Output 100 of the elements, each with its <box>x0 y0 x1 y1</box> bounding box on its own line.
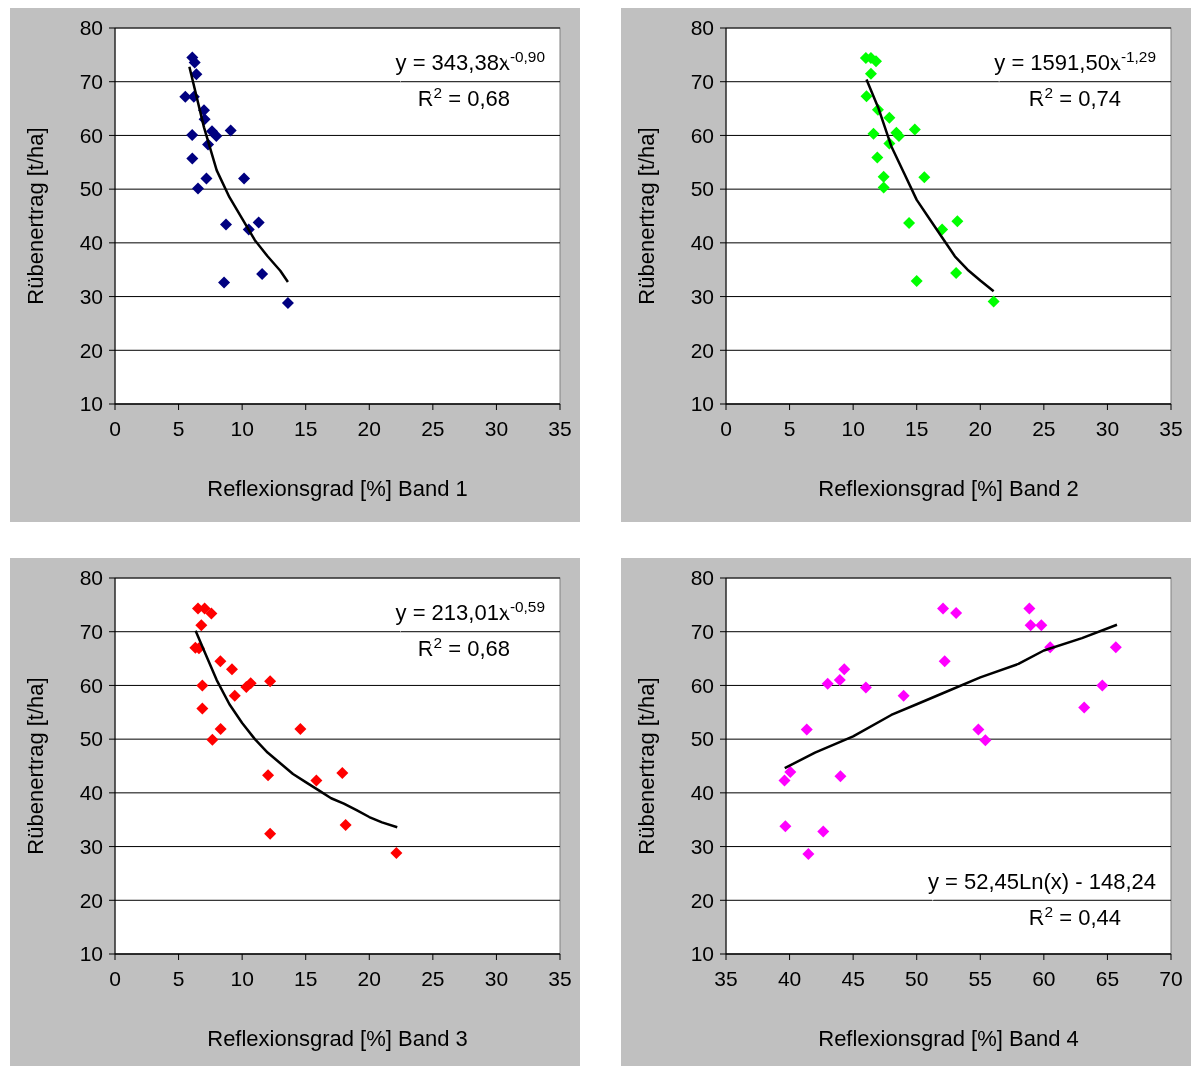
point <box>950 606 963 619</box>
x-tick-label: 25 <box>421 417 445 440</box>
y-tick-label: 80 <box>690 566 714 590</box>
point <box>196 702 209 715</box>
x-tick-label: 35 <box>1159 417 1183 440</box>
point <box>210 129 223 142</box>
point <box>883 111 896 124</box>
point <box>784 765 797 778</box>
x-tick-label: 10 <box>230 417 254 440</box>
x-tick-label: 20 <box>357 967 381 990</box>
y-tick-label: 50 <box>79 177 103 201</box>
point <box>987 295 1000 308</box>
point <box>1024 619 1037 632</box>
point <box>778 774 791 787</box>
y-tick-label: 60 <box>690 673 714 697</box>
y-tick-label: 40 <box>79 231 103 255</box>
x-tick-label: 5 <box>172 967 185 990</box>
annotation: y = 52,45Ln(x) - 148,24 <box>927 869 1156 894</box>
x-axis-title: Reflexionsgrad [%] Band 3 <box>207 1026 468 1051</box>
y-axis-title: Rübenertrag [t/ha] <box>634 127 659 305</box>
x-tick-label: 65 <box>1095 967 1120 990</box>
point <box>938 655 951 668</box>
point <box>877 170 890 183</box>
x-tick-label: 35 <box>548 417 572 440</box>
point <box>195 619 208 632</box>
x-tick-label: 10 <box>841 417 865 440</box>
annotation: y = 1591,50x$^{-1,29}$ <box>994 47 1156 75</box>
annotation: y = 213,01x$^{-0,59}$ <box>395 597 545 625</box>
y-tick-label: 30 <box>690 834 714 858</box>
y-tick-label: 10 <box>79 942 103 966</box>
point <box>860 90 873 103</box>
point <box>264 675 277 688</box>
y-axis-title: Rübenertrag [t/ha] <box>23 677 48 855</box>
point <box>264 827 277 840</box>
y-tick-label: 80 <box>690 16 714 40</box>
x-tick-label: 20 <box>357 417 381 440</box>
x-tick-label: 70 <box>1159 967 1183 990</box>
y-tick-label: 40 <box>690 781 714 805</box>
point <box>244 677 257 690</box>
x-tick-label: 30 <box>484 967 509 990</box>
y-tick-label: 30 <box>79 834 103 858</box>
x-tick-label: 15 <box>294 967 318 990</box>
y-tick-label: 20 <box>690 338 714 362</box>
point <box>1109 641 1122 654</box>
point <box>897 689 910 702</box>
x-tick-label: 60 <box>1032 967 1056 990</box>
y-tick-label: 70 <box>79 620 103 644</box>
point <box>252 216 265 229</box>
point <box>1096 679 1109 692</box>
x-tick-label: 0 <box>109 417 121 440</box>
y-tick-label: 20 <box>79 338 103 362</box>
y-tick-label: 70 <box>690 620 714 644</box>
x-axis-title: Reflexionsgrad [%] Band 1 <box>207 476 468 501</box>
x-tick-label: 35 <box>714 967 738 990</box>
x-axis-title: Reflexionsgrad [%] Band 2 <box>818 476 1079 501</box>
x-axis-title: Reflexionsgrad [%] Band 4 <box>818 1026 1079 1051</box>
y-tick-label: 40 <box>690 231 714 255</box>
point <box>867 127 880 140</box>
point <box>256 268 269 281</box>
y-tick-label: 80 <box>79 16 103 40</box>
x-tick-label: 0 <box>109 967 121 990</box>
point <box>200 172 213 185</box>
y-tick-label: 50 <box>690 727 714 751</box>
point <box>1023 602 1036 615</box>
x-tick-label: 15 <box>294 417 318 440</box>
point <box>877 181 890 194</box>
point <box>192 182 205 195</box>
point <box>336 766 349 779</box>
point <box>214 655 227 668</box>
annotation: y = 343,38x$^{-0,90}$ <box>395 47 545 75</box>
point <box>1035 619 1048 632</box>
y-tick-label: 30 <box>79 284 103 308</box>
x-tick-label: 45 <box>841 967 865 990</box>
x-tick-label: 15 <box>905 417 929 440</box>
point <box>281 297 294 310</box>
x-tick-label: 40 <box>777 967 802 990</box>
point <box>186 128 199 141</box>
point <box>218 276 231 289</box>
point <box>206 733 219 746</box>
point <box>205 607 218 620</box>
point <box>220 218 232 231</box>
point <box>224 124 237 137</box>
point <box>979 734 992 747</box>
annotation: R$^{2}$ = 0,44 <box>1028 902 1121 930</box>
y-tick-label: 60 <box>690 123 714 147</box>
point <box>802 848 815 861</box>
y-tick-label: 70 <box>79 70 103 94</box>
x-tick-label: 50 <box>905 967 929 990</box>
y-tick-label: 10 <box>690 392 714 416</box>
point <box>951 215 964 228</box>
x-tick-label: 20 <box>968 417 992 440</box>
x-tick-label: 0 <box>720 417 732 440</box>
y-axis-title: Rübenertrag [t/ha] <box>23 127 48 305</box>
y-tick-label: 30 <box>690 284 714 308</box>
point <box>1078 701 1091 714</box>
point <box>903 216 916 229</box>
point <box>910 274 923 287</box>
annotation: R$^{2}$ = 0,68 <box>417 83 510 111</box>
y-tick-label: 60 <box>79 673 103 697</box>
point <box>225 663 238 676</box>
